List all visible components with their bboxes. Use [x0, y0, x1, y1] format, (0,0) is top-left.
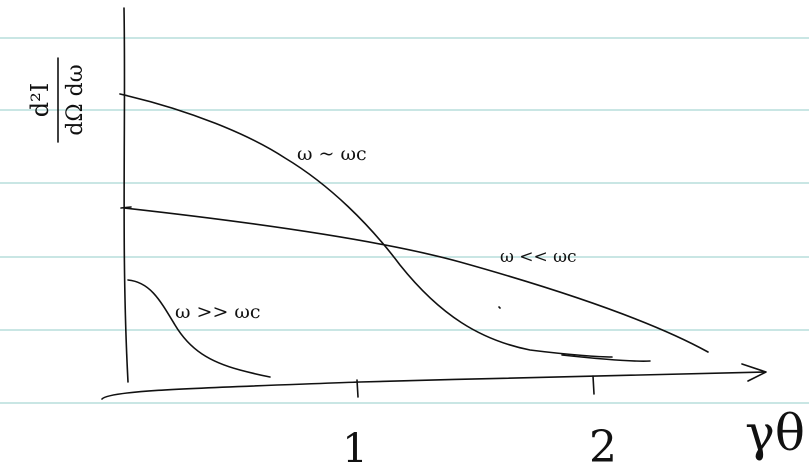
y-label-numerator: d²I [26, 83, 54, 117]
y-label-denominator: dΩ dω [63, 64, 88, 135]
curve [561, 354, 651, 362]
x-label: γθ [745, 404, 805, 462]
curve [127, 279, 271, 378]
curve-label: ω << ωc [500, 247, 577, 267]
curve [119, 93, 613, 358]
curve-label: ω ~ ωc [297, 143, 367, 165]
curve-label: ω >> ωc [175, 301, 261, 323]
x-tick [356, 379, 359, 398]
axes [101, 7, 767, 400]
y-axis [123, 7, 129, 383]
curves [119, 93, 709, 378]
x-tick-label: 2 [589, 422, 617, 473]
x-axis [101, 371, 766, 400]
dot [498, 306, 501, 309]
y-label: d²I dΩ dω [26, 57, 88, 143]
x-tick [592, 375, 595, 395]
curve [123, 207, 709, 353]
paper-lines [0, 37, 809, 404]
x-axis-arrow [741, 363, 767, 382]
x-tick-label: 1 [342, 426, 367, 472]
